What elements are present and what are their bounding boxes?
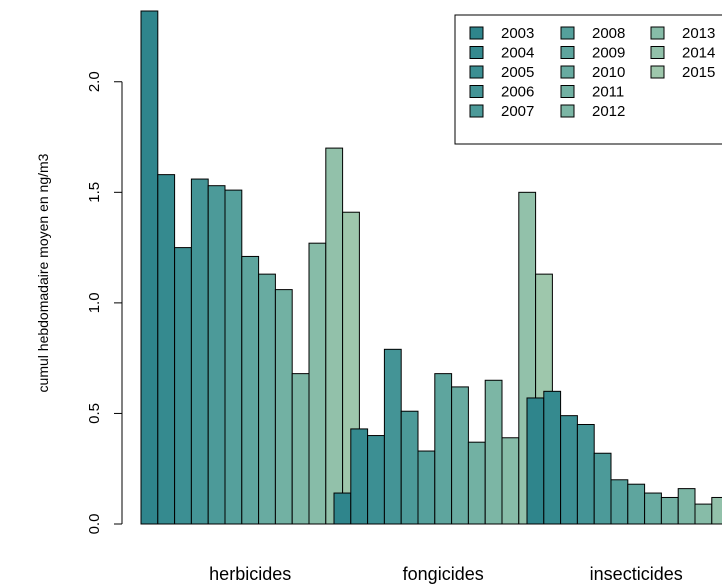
x-axis-labels: herbicides fongicides insecticides	[209, 564, 683, 584]
legend-swatch	[650, 46, 665, 59]
category-label: fongicides	[403, 564, 484, 584]
legend-label: 2005	[501, 64, 534, 81]
legend-label: 2008	[592, 25, 625, 42]
bar-insecticides-2009	[627, 483, 646, 525]
bar-fongicides-2008	[417, 450, 436, 525]
bar-herbicides-2005	[174, 247, 192, 525]
bar-fongicides-2005	[367, 435, 385, 525]
bar-insecticides-2006	[576, 423, 595, 525]
bar-insecticides-2004	[543, 390, 562, 525]
category-label: herbicides	[209, 564, 291, 584]
legend-swatch	[650, 65, 665, 79]
bar-fongicides-2010	[451, 386, 469, 525]
y-tick-label: 0.0	[86, 514, 103, 535]
bar-insecticides-2012	[677, 488, 696, 525]
legend-swatch	[469, 46, 484, 59]
bar-fongicides-2009	[434, 373, 453, 525]
bar-herbicides-2010	[258, 273, 276, 525]
legend-swatch	[469, 85, 484, 98]
category-label: insecticides	[590, 564, 683, 584]
bar-insecticides-2010	[644, 492, 662, 525]
bar-herbicides-2007	[207, 185, 226, 525]
legend-swatch	[560, 85, 575, 98]
bar-herbicides-2013	[308, 242, 327, 525]
legend-label: 2015	[682, 64, 715, 81]
legend-swatch	[560, 65, 575, 79]
bar-insecticides-2003	[526, 397, 545, 525]
bar-insecticides-2007	[593, 452, 612, 525]
legend-box	[454, 14, 722, 145]
bar-fongicides-2003	[333, 492, 352, 525]
bar-insecticides-2005	[560, 415, 578, 525]
legend-label: 2009	[592, 45, 625, 62]
legend-label: 2004	[501, 45, 534, 62]
legend-swatch	[560, 104, 575, 118]
y-axis: 0.0 0.5 1.0 1.5 2.0	[86, 71, 123, 535]
bar-fongicides-2006	[383, 348, 402, 525]
y-tick-label: 2.0	[86, 71, 103, 92]
legend-swatch	[560, 46, 575, 59]
bar-fongicides-2007	[400, 410, 419, 525]
legend-swatch	[650, 26, 665, 40]
bar-insecticides-2008	[610, 479, 629, 525]
y-tick-label: 1.0	[86, 292, 103, 313]
legend-swatch	[469, 65, 484, 79]
y-tick-label: 1.5	[86, 182, 103, 203]
bar-herbicides-2014	[325, 147, 344, 525]
bar-insecticides-2013	[694, 503, 713, 525]
bar-herbicides-2009	[241, 255, 260, 525]
legend-label: 2007	[501, 103, 534, 120]
bar-insecticides-2011	[660, 496, 679, 525]
legend-swatch	[469, 104, 484, 118]
bar-herbicides-2011	[274, 289, 293, 525]
legend-swatch	[560, 26, 575, 40]
legend-label: 2011	[592, 84, 624, 101]
bar-herbicides-2012	[291, 373, 310, 525]
legend-label: 2003	[501, 25, 534, 42]
bar-fongicides-2011	[467, 441, 486, 525]
bar-fongicides-2004	[350, 428, 369, 525]
legend-label: 2010	[592, 64, 625, 81]
bar-herbicides-2004	[157, 174, 176, 525]
legend: 2003 2004 2005 2006 2007 2008 2009 2010 2011 2012…	[454, 14, 722, 145]
legend-label: 2014	[682, 45, 715, 62]
bar-fongicides-2013	[501, 437, 520, 525]
bar-herbicides-2006	[190, 178, 209, 525]
bars	[140, 10, 722, 525]
y-axis-label: cumul hebdomadaire moyen en ng/m3	[35, 153, 51, 392]
bar-fongicides-2012	[484, 379, 503, 525]
legend-label: 2006	[501, 84, 534, 101]
legend-label: 2013	[682, 25, 715, 42]
bar-herbicides-2008	[224, 189, 243, 525]
bar-insecticides-2014	[711, 496, 722, 525]
legend-swatch	[469, 26, 484, 40]
legend-label: 2012	[592, 103, 625, 120]
y-tick-label: 0.5	[86, 403, 103, 424]
bar-herbicides-2003	[140, 10, 159, 525]
